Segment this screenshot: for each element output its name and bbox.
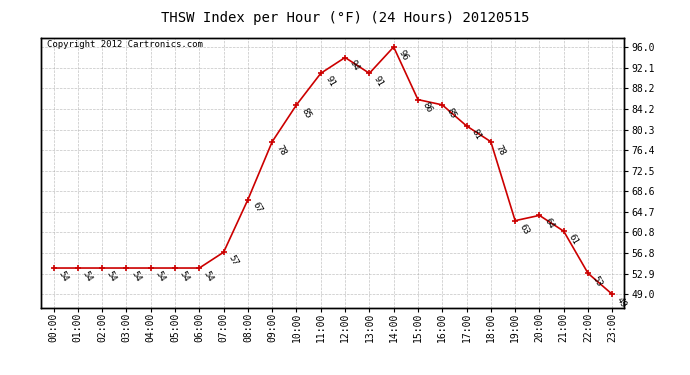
Text: 78: 78 — [493, 143, 506, 157]
Text: 61: 61 — [566, 232, 580, 246]
Text: Copyright 2012 Cartronics.com: Copyright 2012 Cartronics.com — [47, 40, 203, 49]
Text: 91: 91 — [324, 75, 337, 88]
Text: 54: 54 — [81, 269, 94, 283]
Text: 54: 54 — [202, 269, 215, 283]
Text: THSW Index per Hour (°F) (24 Hours) 20120515: THSW Index per Hour (°F) (24 Hours) 2012… — [161, 11, 529, 25]
Text: 96: 96 — [397, 48, 410, 62]
Text: 91: 91 — [372, 75, 385, 88]
Text: 57: 57 — [226, 254, 239, 267]
Text: 85: 85 — [445, 106, 458, 120]
Text: 54: 54 — [57, 269, 70, 283]
Text: 49: 49 — [615, 296, 629, 309]
Text: 64: 64 — [542, 217, 555, 231]
Text: 54: 54 — [178, 269, 191, 283]
Text: 78: 78 — [275, 143, 288, 157]
Text: 86: 86 — [421, 101, 434, 115]
Text: 94: 94 — [348, 59, 361, 73]
Text: 54: 54 — [105, 269, 118, 283]
Text: 63: 63 — [518, 222, 531, 236]
Text: 81: 81 — [469, 127, 482, 141]
Text: 54: 54 — [129, 269, 142, 283]
Text: 53: 53 — [591, 274, 604, 288]
Text: 54: 54 — [153, 269, 167, 283]
Text: 85: 85 — [299, 106, 313, 120]
Text: 67: 67 — [250, 201, 264, 215]
